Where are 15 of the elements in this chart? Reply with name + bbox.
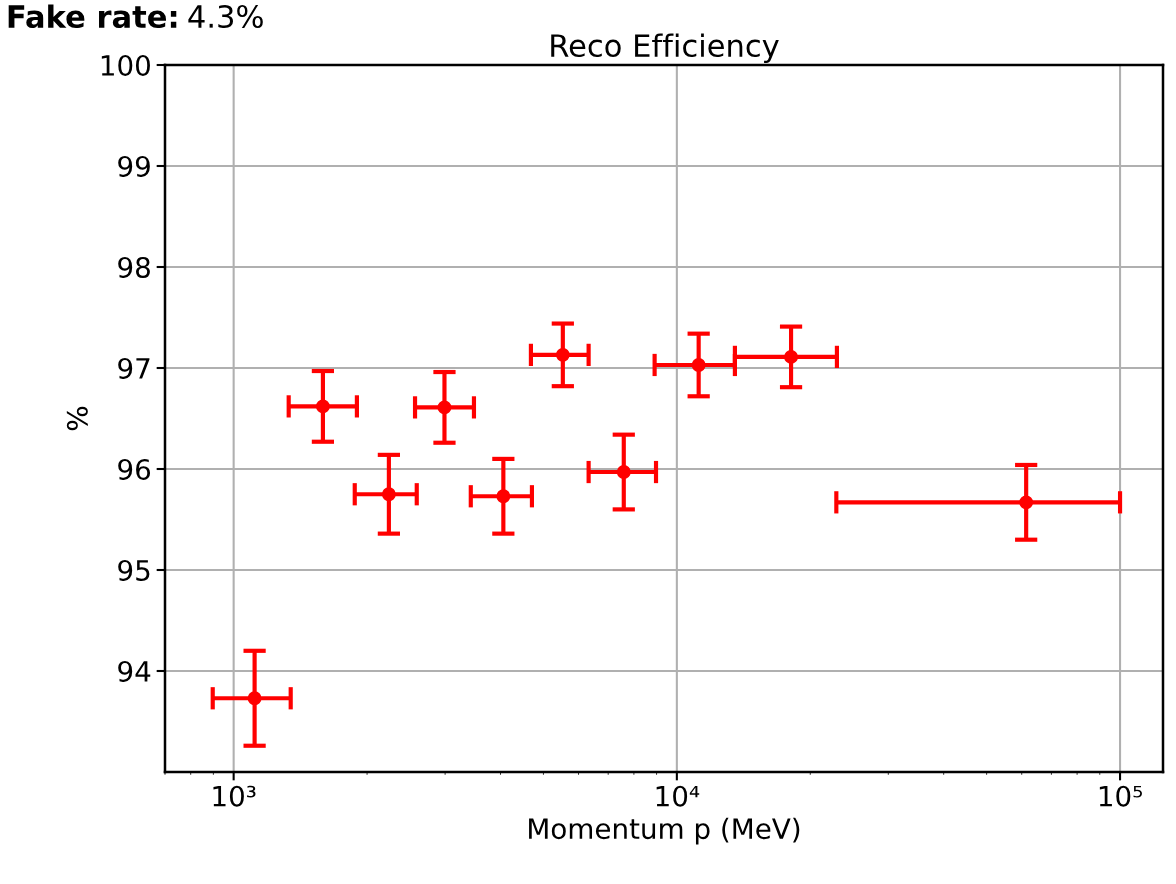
x-tick-label: 10⁵ [1099, 785, 1142, 807]
x-tick-label: 10³ [213, 785, 256, 807]
text: Fake rate: [8, 4, 177, 29]
y-tick-label: 95 [118, 559, 150, 581]
y-tick-label: 100 [101, 54, 150, 76]
y-axis-title: % [66, 406, 88, 431]
chart-title: Reco Efficiency [551, 33, 779, 64]
y-tick-label: 96 [118, 458, 151, 480]
x-axis-title: Momentum p (MeV) [529, 817, 800, 845]
y-tick-label: 94 [118, 660, 151, 682]
y-tick-label: 99 [118, 155, 150, 177]
y-tick-label: 97 [118, 357, 150, 379]
x-tick-label: 10⁴ [656, 785, 700, 807]
y-tick-label: 98 [118, 256, 150, 278]
text: 4.3% [188, 4, 263, 29]
